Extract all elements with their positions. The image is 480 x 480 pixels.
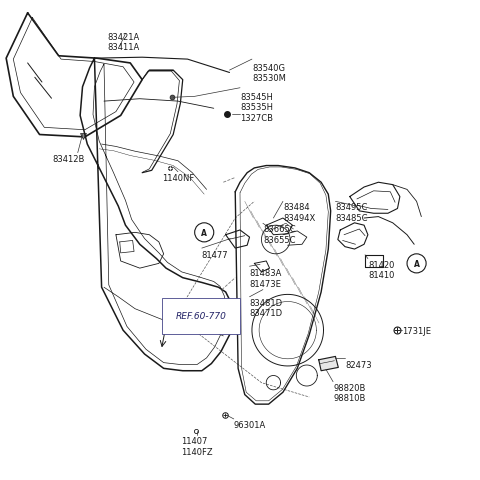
Polygon shape [319,357,338,371]
Text: 1731JE: 1731JE [402,326,431,335]
Text: 96301A: 96301A [234,420,266,429]
Text: A: A [414,259,420,268]
Text: 98820B
98810B: 98820B 98810B [333,383,365,402]
Text: 1140NF: 1140NF [162,173,194,182]
Text: 83421A
83411A: 83421A 83411A [107,33,139,52]
Text: 83665C
83655C: 83665C 83655C [263,225,296,244]
Text: 11407
1140FZ: 11407 1140FZ [181,436,213,456]
Text: 83484
83494X: 83484 83494X [283,203,315,222]
Text: 83481D
83471D: 83481D 83471D [250,298,283,317]
Text: 83412B: 83412B [52,154,84,163]
Circle shape [407,254,426,273]
Text: REF.60-770: REF.60-770 [176,312,227,321]
Text: 1327CB: 1327CB [240,114,273,123]
Text: 81483A
81473E: 81483A 81473E [250,269,282,288]
Text: 82473: 82473 [345,360,372,369]
Text: 81420
81410: 81420 81410 [368,260,394,279]
Circle shape [195,223,214,242]
Text: A: A [201,228,207,237]
Text: 83540G
83530M: 83540G 83530M [252,64,286,83]
Text: 83545H
83535H: 83545H 83535H [240,92,273,112]
Text: 83495C
83485C: 83495C 83485C [336,203,368,222]
Text: 81477: 81477 [202,251,228,260]
